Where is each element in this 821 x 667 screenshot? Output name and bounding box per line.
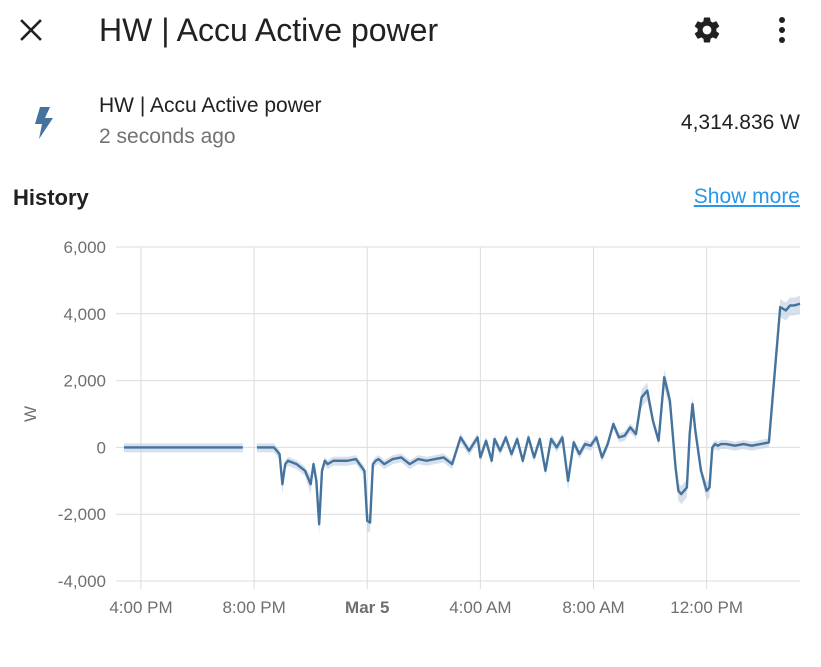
x-tick-label: 8:00 PM: [222, 598, 285, 617]
history-header: History Show more: [0, 182, 821, 218]
settings-button[interactable]: [688, 11, 726, 49]
entity-last-changed: 2 seconds ago: [99, 125, 236, 148]
x-tick-label: 4:00 AM: [449, 598, 511, 617]
gear-icon: [694, 17, 720, 43]
y-tick-label: 2,000: [63, 372, 106, 391]
y-tick-label: 4,000: [63, 305, 106, 324]
entity-state-value: 4,314.836 W: [680, 111, 800, 134]
show-more-link[interactable]: Show more: [693, 185, 800, 208]
more-vertical-icon: [779, 17, 785, 43]
series-range-band: [256, 295, 800, 535]
y-axis-title: W: [21, 406, 40, 422]
x-tick-label: Mar 5: [345, 598, 389, 617]
lightning-bolt-icon: [35, 107, 53, 139]
dialog-header: HW | Accu Active power: [0, 0, 821, 62]
series-line: [256, 302, 801, 526]
y-tick-label: -2,000: [58, 505, 106, 524]
x-tick-label: 4:00 PM: [109, 598, 172, 617]
history-title: History: [13, 185, 89, 210]
x-tick-label: 12:00 PM: [670, 598, 743, 617]
y-tick-label: 6,000: [63, 238, 106, 257]
entity-row[interactable]: HW | Accu Active power 2 seconds ago 4,3…: [0, 90, 821, 154]
close-icon: [20, 19, 42, 41]
x-tick-label: 8:00 AM: [562, 598, 624, 617]
entity-name: HW | Accu Active power: [99, 94, 322, 117]
dialog-title: HW | Accu Active power: [99, 12, 439, 48]
close-button[interactable]: [14, 13, 48, 47]
more-options-button[interactable]: [766, 11, 798, 49]
y-tick-label: -4,000: [58, 572, 106, 591]
y-tick-label: 0: [97, 438, 106, 457]
